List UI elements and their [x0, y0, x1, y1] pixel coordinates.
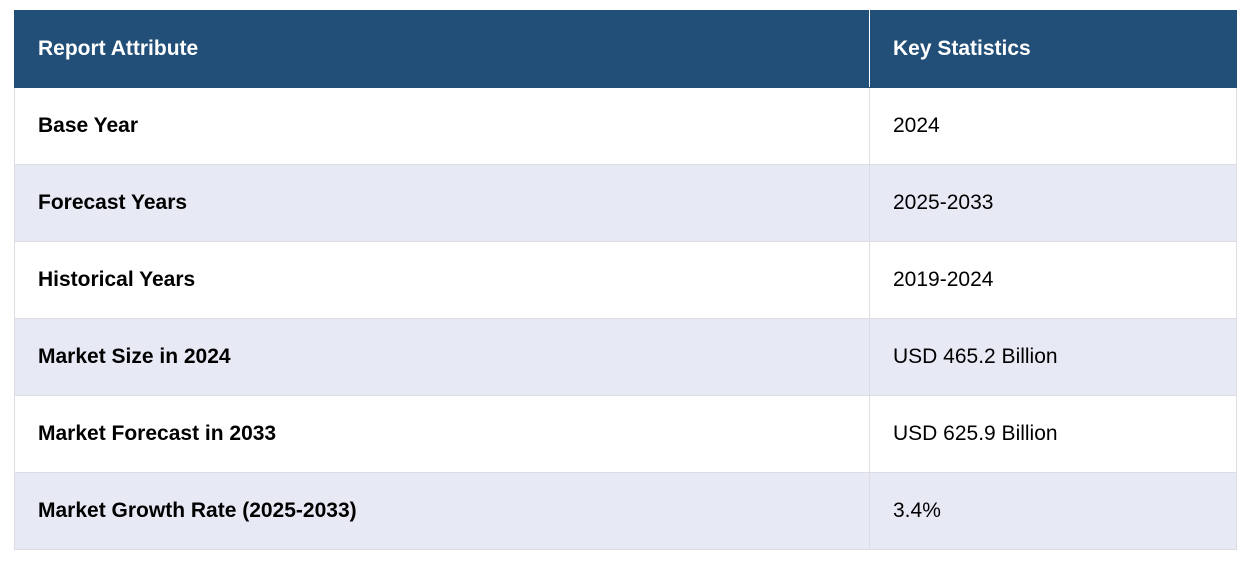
- row-value: 2024: [869, 87, 1237, 165]
- row-attribute: Base Year: [14, 87, 870, 165]
- row-attribute: Historical Years: [14, 241, 870, 319]
- row-attribute: Forecast Years: [14, 164, 870, 242]
- row-attribute: Market Forecast in 2033: [14, 395, 870, 473]
- table-row: Market Growth Rate (2025-2033) 3.4%: [14, 472, 1237, 550]
- row-value: 2019-2024: [869, 241, 1237, 319]
- report-attributes-table: Report Attribute Key Statistics Base Yea…: [14, 10, 1237, 550]
- header-key-statistics: Key Statistics: [869, 10, 1237, 88]
- table-row: Historical Years 2019-2024: [14, 241, 1237, 319]
- row-value: 2025-2033: [869, 164, 1237, 242]
- table-row: Forecast Years 2025-2033: [14, 164, 1237, 242]
- row-value: USD 465.2 Billion: [869, 318, 1237, 396]
- table-header-row: Report Attribute Key Statistics: [14, 10, 1237, 88]
- table-row: Market Size in 2024 USD 465.2 Billion: [14, 318, 1237, 396]
- row-attribute: Market Growth Rate (2025-2033): [14, 472, 870, 550]
- row-value: 3.4%: [869, 472, 1237, 550]
- table-row: Base Year 2024: [14, 87, 1237, 165]
- row-value: USD 625.9 Billion: [869, 395, 1237, 473]
- header-report-attribute: Report Attribute: [14, 10, 870, 88]
- table-row: Market Forecast in 2033 USD 625.9 Billio…: [14, 395, 1237, 473]
- row-attribute: Market Size in 2024: [14, 318, 870, 396]
